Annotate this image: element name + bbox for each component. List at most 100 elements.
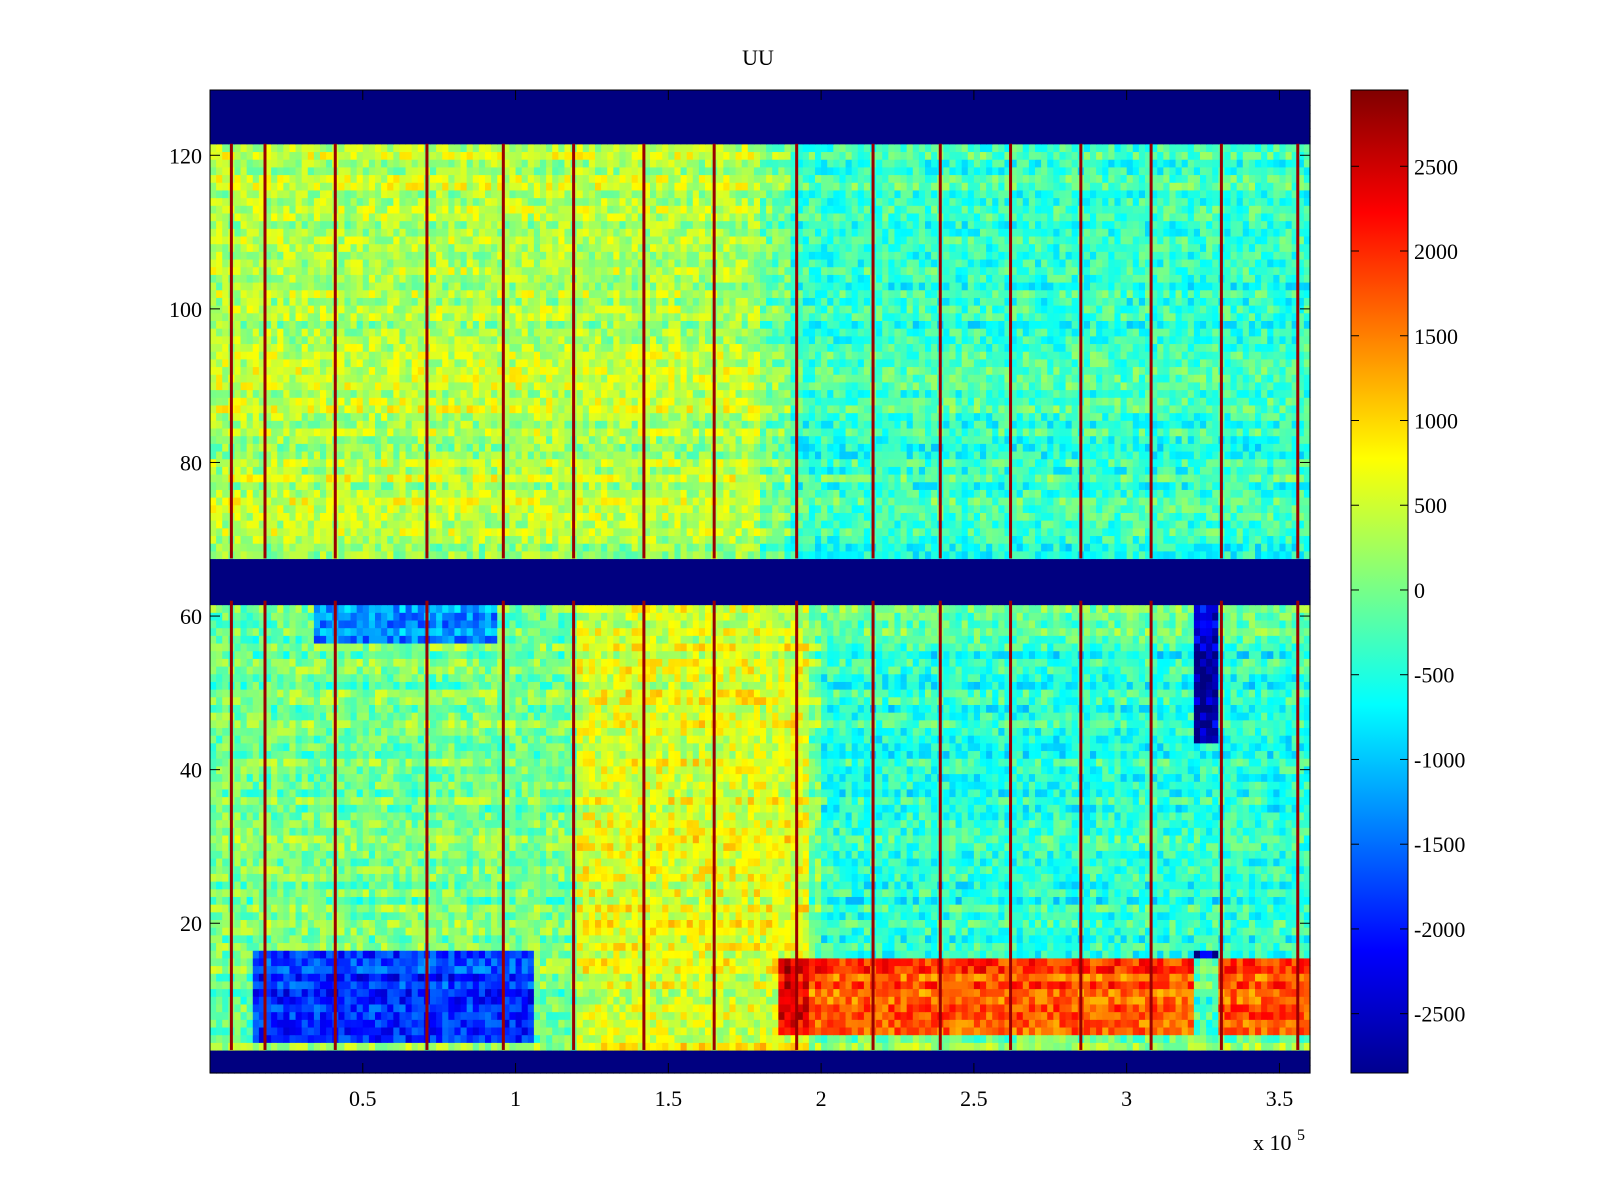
heatmap-cell [906, 1057, 914, 1066]
heatmap-cell [723, 942, 731, 951]
heatmap-cell [289, 927, 297, 936]
heatmap-cell [295, 857, 303, 867]
heatmap-cell [1022, 980, 1030, 990]
heatmap-cell [399, 1011, 407, 1020]
heatmap-cell [949, 904, 957, 913]
heatmap-cell [423, 1057, 431, 1066]
heatmap-cell [344, 904, 352, 913]
heatmap-cell [381, 1011, 388, 1020]
heatmap-cell [320, 1034, 327, 1043]
heatmap-cell [295, 942, 303, 951]
heatmap-cell [882, 1026, 889, 1036]
heatmap-cell [430, 1026, 437, 1036]
heatmap-cell [998, 1065, 1006, 1074]
heatmap-cell [283, 950, 291, 959]
heatmap-cell [1010, 996, 1018, 1005]
heatmap-cell [497, 865, 504, 874]
heatmap-cell [491, 1011, 498, 1020]
heatmap-cell [265, 1011, 272, 1020]
heatmap-cell [338, 1042, 346, 1051]
heatmap-cell [747, 942, 755, 951]
heatmap-cell [1096, 980, 1103, 990]
heatmap-cell [1181, 957, 1189, 967]
heatmap-cell [882, 896, 889, 905]
heatmap-cell [1193, 1011, 1201, 1020]
heatmap-cell [918, 911, 926, 921]
heatmap-cell [533, 973, 541, 982]
heatmap-cell [222, 1034, 229, 1043]
heatmap-cell [307, 1011, 315, 1020]
heatmap-cell [1035, 1049, 1042, 1059]
heatmap-cell [802, 1057, 810, 1066]
heatmap-cell [558, 881, 566, 890]
heatmap-cell [546, 1065, 553, 1074]
heatmap-cell [381, 857, 388, 867]
heatmap-cell [313, 996, 321, 1005]
heatmap-cell [375, 1042, 382, 1051]
heatmap-cell [888, 857, 896, 867]
heatmap-cell [1090, 1003, 1097, 1013]
heatmap-cell [1224, 1026, 1232, 1036]
heatmap-cell [784, 988, 792, 997]
heatmap-cell [258, 919, 266, 928]
heatmap-cell [643, 1057, 651, 1066]
heatmap-cell [301, 927, 309, 936]
heatmap-cell [289, 996, 297, 1005]
heatmap-cell [686, 857, 694, 867]
heatmap-cell [870, 1049, 877, 1059]
heatmap-cell [1175, 1065, 1183, 1074]
heatmap-cell [417, 881, 425, 890]
heatmap-cell [1083, 934, 1091, 944]
heatmap-cell [485, 1065, 492, 1074]
heatmap-cell [515, 1003, 523, 1013]
heatmap-cell [1279, 1049, 1287, 1059]
heatmap-cell [521, 927, 529, 936]
heatmap-cell [625, 934, 633, 944]
heatmap-cell [1120, 1019, 1128, 1028]
heatmap-cell [307, 927, 315, 936]
heatmap-cell [1126, 1011, 1134, 1020]
heatmap-cell [698, 988, 706, 997]
heatmap-cell [472, 865, 480, 874]
heatmap-cell [613, 1049, 621, 1059]
heatmap-cell [1236, 1034, 1244, 1043]
heatmap-cell [362, 934, 370, 944]
heatmap-cells [210, 90, 1311, 1074]
heatmap-cell [717, 1057, 724, 1066]
heatmap-cell [1212, 888, 1219, 897]
heatmap-cell [680, 942, 688, 951]
heatmap-cell [692, 988, 700, 997]
heatmap-cell [1022, 873, 1030, 882]
heatmap-cell [784, 904, 792, 913]
heatmap-cell [448, 888, 456, 897]
heatmap-cell [1236, 1042, 1244, 1051]
heatmap-cell [839, 919, 847, 928]
heatmap-cell [1016, 1042, 1024, 1051]
heatmap-cell [1255, 965, 1262, 974]
heatmap-cell [552, 973, 559, 982]
heatmap-cell [362, 896, 370, 905]
heatmap-cell [815, 1003, 822, 1013]
heatmap-cell [1145, 934, 1152, 944]
heatmap-cell [1157, 1065, 1164, 1074]
heatmap-cell [1047, 950, 1054, 959]
heatmap-cell [735, 911, 743, 921]
heatmap-cell [741, 919, 749, 928]
heatmap-cell [1297, 957, 1305, 967]
heatmap-cell [808, 896, 816, 905]
heatmap-cell [784, 980, 792, 990]
heatmap-cell [692, 965, 700, 974]
heatmap-cell [448, 973, 456, 982]
heatmap-cell [1200, 1003, 1207, 1013]
heatmap-cell [1065, 996, 1073, 1005]
heatmap-cell [295, 1003, 303, 1013]
heatmap-cell [393, 888, 401, 897]
heatmap-cell [643, 957, 651, 967]
heatmap-cell [1291, 904, 1299, 913]
heatmap-cell [1242, 1011, 1250, 1020]
heatmap-cell [527, 896, 535, 905]
heatmap-cell [1242, 988, 1250, 997]
heatmap-cell [729, 1065, 737, 1074]
heatmap-cell [381, 973, 388, 982]
heatmap-cell [1102, 1026, 1109, 1036]
